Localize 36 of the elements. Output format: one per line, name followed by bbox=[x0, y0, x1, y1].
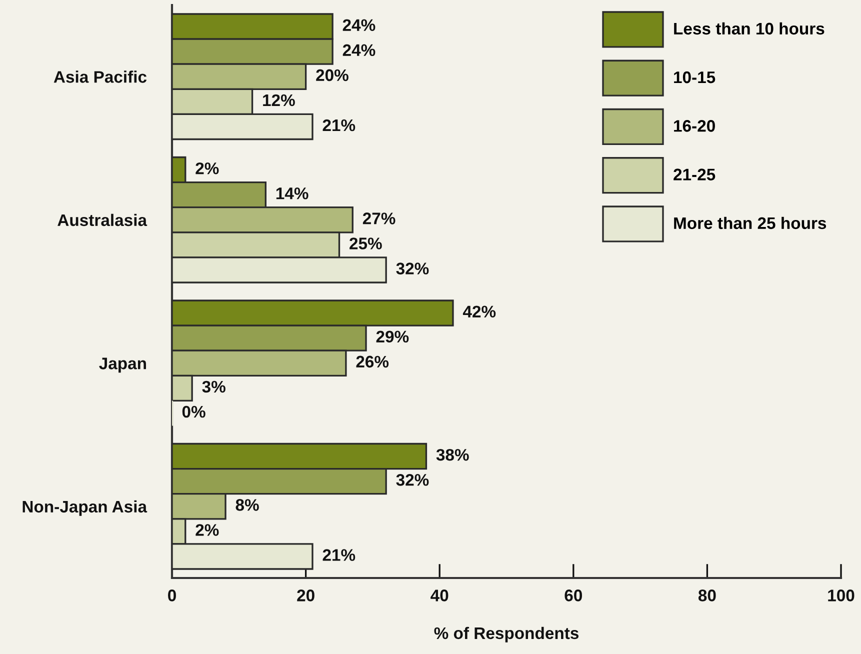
data-label: 26% bbox=[356, 356, 389, 368]
data-label: 3% bbox=[202, 380, 226, 393]
data-label: 32% bbox=[396, 474, 429, 486]
data-label: 24% bbox=[342, 19, 376, 31]
legend-label: 21-25 bbox=[674, 168, 716, 180]
data-label: 25% bbox=[350, 238, 382, 250]
legend-label: Less than 10 hours bbox=[674, 22, 824, 35]
data-label: 32% bbox=[396, 262, 429, 274]
legend-label: 16-20 bbox=[674, 120, 715, 132]
data-label: 14% bbox=[276, 188, 308, 200]
x-axis-title: % of Respondents bbox=[434, 626, 579, 642]
data-label: 29% bbox=[376, 330, 409, 343]
legend-label: 10-15 bbox=[674, 71, 716, 84]
data-label: 21% bbox=[322, 549, 356, 561]
data-label: 2% bbox=[196, 162, 219, 174]
data-label: 24% bbox=[342, 44, 376, 56]
data-label: 20% bbox=[316, 69, 348, 82]
data-label: 38% bbox=[436, 448, 469, 461]
x-tick-label: 20 bbox=[297, 590, 314, 602]
y-tick-label: Australasia bbox=[58, 214, 148, 226]
x-tick-label: 60 bbox=[564, 590, 582, 602]
x-tick-label: 0 bbox=[168, 590, 176, 602]
data-label: 27% bbox=[362, 212, 396, 224]
data-label: 12% bbox=[263, 94, 295, 106]
y-tick-label: Non-Japan Asia bbox=[22, 500, 148, 516]
data-label: 0% bbox=[182, 406, 206, 418]
x-tick-label: 40 bbox=[430, 590, 448, 602]
data-label: 2% bbox=[196, 524, 219, 536]
data-label: 21% bbox=[322, 119, 356, 132]
x-tick-label: 80 bbox=[698, 590, 716, 602]
data-label: 42% bbox=[462, 306, 496, 318]
y-tick-label: Japan bbox=[99, 358, 146, 373]
y-tick-label: Asia Pacific bbox=[54, 70, 147, 83]
data-label: 8% bbox=[236, 499, 259, 511]
x-tick-label: 100 bbox=[828, 590, 854, 602]
legend-label: More than 25 hours bbox=[674, 216, 826, 230]
